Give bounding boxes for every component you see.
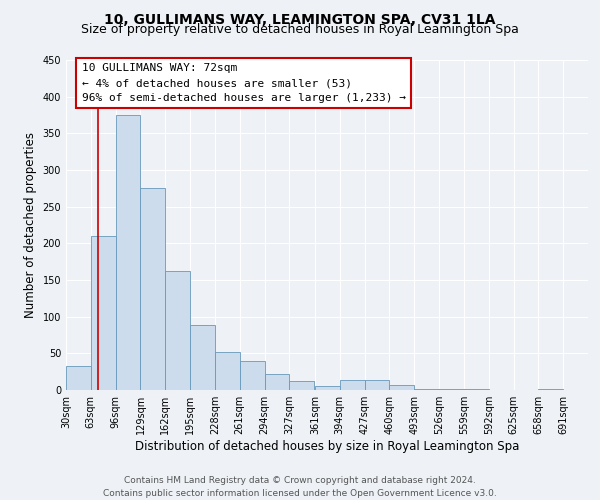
Bar (165, 271, 190, 390)
Y-axis label: Number of detached properties: Number of detached properties (24, 132, 37, 318)
Bar (340, 380, 365, 390)
Bar (265, 374, 289, 390)
Bar (389, 385, 414, 390)
Bar (91, 236, 116, 390)
Bar (116, 115, 140, 390)
Bar (66, 366, 91, 390)
Text: Size of property relative to detached houses in Royal Leamington Spa: Size of property relative to detached ho… (81, 22, 519, 36)
Text: 10, GULLIMANS WAY, LEAMINGTON SPA, CV31 1LA: 10, GULLIMANS WAY, LEAMINGTON SPA, CV31 … (104, 12, 496, 26)
Text: Contains HM Land Registry data © Crown copyright and database right 2024.
Contai: Contains HM Land Registry data © Crown c… (103, 476, 497, 498)
Text: 10 GULLIMANS WAY: 72sqm
← 4% of detached houses are smaller (53)
96% of semi-det: 10 GULLIMANS WAY: 72sqm ← 4% of detached… (82, 64, 406, 103)
Bar (190, 326, 215, 390)
Bar (365, 380, 389, 390)
Bar (215, 352, 240, 390)
Bar (289, 381, 314, 390)
X-axis label: Distribution of detached houses by size in Royal Leamington Spa: Distribution of detached houses by size … (135, 440, 519, 453)
Bar (315, 386, 340, 390)
Bar (240, 360, 265, 390)
Bar (439, 388, 464, 390)
Bar (140, 188, 165, 390)
